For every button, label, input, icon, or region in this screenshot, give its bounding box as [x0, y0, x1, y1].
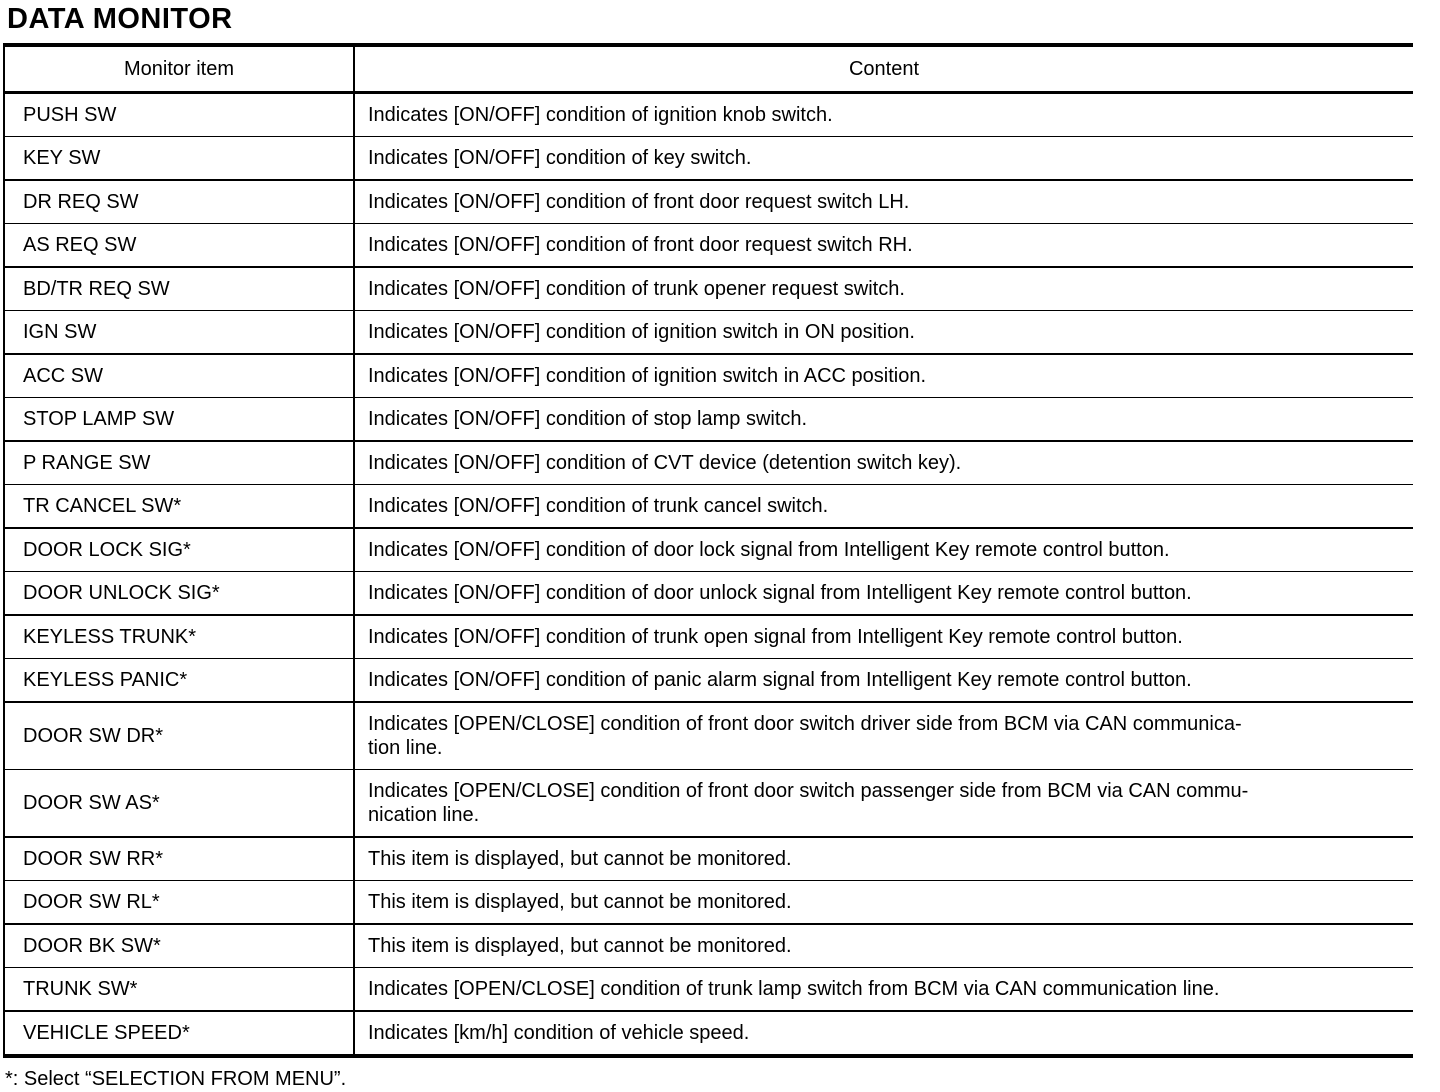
monitor-item-cell: KEYLESS TRUNK*	[4, 615, 355, 660]
content-cell: Indicates [ON/OFF] condition of stop lam…	[354, 397, 1413, 443]
monitor-item-cell: IGN SW	[4, 310, 355, 356]
column-header-monitor-item: Monitor item	[4, 45, 355, 95]
monitor-item-cell: TRUNK SW*	[4, 967, 355, 1013]
data-monitor-table: Monitor item Content PUSH SW Indicates […	[3, 43, 1413, 1059]
content-cell: Indicates [ON/OFF] condition of panic al…	[354, 658, 1413, 704]
table-row: PUSH SW Indicates [ON/OFF] condition of …	[4, 92, 1413, 138]
content-cell: Indicates [ON/OFF] condition of front do…	[354, 223, 1413, 269]
content-cell: Indicates [OPEN/CLOSE] condition of fron…	[354, 769, 1413, 839]
table-row: DOOR SW RR* This item is displayed, but …	[4, 837, 1413, 882]
content-cell: Indicates [ON/OFF] condition of ignition…	[354, 354, 1413, 399]
content-cell: Indicates [ON/OFF] condition of trunk ca…	[354, 484, 1413, 530]
page-title: DATA MONITOR	[7, 3, 233, 35]
table-row: KEYLESS TRUNK* Indicates [ON/OFF] condit…	[4, 615, 1413, 660]
footnote: *: Select “SELECTION FROM MENU”.	[5, 1068, 347, 1091]
content-cell: Indicates [ON/OFF] condition of door unl…	[354, 571, 1413, 617]
content-cell: Indicates [km/h] condition of vehicle sp…	[354, 1011, 1413, 1057]
monitor-item-cell: AS REQ SW	[4, 223, 355, 269]
table-row: TRUNK SW* Indicates [OPEN/CLOSE] conditi…	[4, 967, 1413, 1013]
content-cell: Indicates [OPEN/CLOSE] condition of trun…	[354, 967, 1413, 1013]
monitor-item-cell: ACC SW	[4, 354, 355, 399]
monitor-item-cell: DOOR UNLOCK SIG*	[4, 571, 355, 617]
content-cell: Indicates [ON/OFF] condition of trunk op…	[354, 615, 1413, 660]
content-cell: Indicates [ON/OFF] condition of ignition…	[354, 310, 1413, 356]
monitor-item-cell: DR REQ SW	[4, 180, 355, 225]
table-row: DOOR SW RL* This item is displayed, but …	[4, 880, 1413, 926]
table-row: P RANGE SW Indicates [ON/OFF] condition …	[4, 441, 1413, 486]
monitor-item-cell: KEY SW	[4, 136, 355, 182]
monitor-item-cell: TR CANCEL SW*	[4, 484, 355, 530]
table-row: IGN SW Indicates [ON/OFF] condition of i…	[4, 310, 1413, 356]
table-header: Monitor item Content	[4, 45, 1413, 95]
monitor-item-cell: DOOR BK SW*	[4, 924, 355, 969]
monitor-item-cell: PUSH SW	[4, 92, 355, 138]
monitor-item-cell: STOP LAMP SW	[4, 397, 355, 443]
monitor-item-cell: VEHICLE SPEED*	[4, 1011, 355, 1057]
monitor-item-cell: DOOR SW RL*	[4, 880, 355, 926]
table-row: VEHICLE SPEED* Indicates [km/h] conditio…	[4, 1011, 1413, 1057]
table-row: DOOR UNLOCK SIG* Indicates [ON/OFF] cond…	[4, 571, 1413, 617]
header-row: Monitor item Content	[4, 45, 1413, 95]
content-cell: Indicates [ON/OFF] condition of ignition…	[354, 92, 1413, 138]
monitor-item-cell: DOOR SW AS*	[4, 769, 355, 839]
monitor-item-cell: DOOR LOCK SIG*	[4, 528, 355, 573]
content-cell: Indicates [ON/OFF] condition of CVT devi…	[354, 441, 1413, 486]
table-row: STOP LAMP SW Indicates [ON/OFF] conditio…	[4, 397, 1413, 443]
table-row: DOOR BK SW* This item is displayed, but …	[4, 924, 1413, 969]
content-cell: Indicates [ON/OFF] condition of key swit…	[354, 136, 1413, 182]
table-row: KEY SW Indicates [ON/OFF] condition of k…	[4, 136, 1413, 182]
table-row: DR REQ SW Indicates [ON/OFF] condition o…	[4, 180, 1413, 225]
table-row: DOOR LOCK SIG* Indicates [ON/OFF] condit…	[4, 528, 1413, 573]
content-cell: Indicates [ON/OFF] condition of front do…	[354, 180, 1413, 225]
content-cell: Indicates [ON/OFF] condition of trunk op…	[354, 267, 1413, 312]
column-header-content: Content	[354, 45, 1413, 95]
monitor-item-cell: P RANGE SW	[4, 441, 355, 486]
table-row: KEYLESS PANIC* Indicates [ON/OFF] condit…	[4, 658, 1413, 704]
table-row: BD/TR REQ SW Indicates [ON/OFF] conditio…	[4, 267, 1413, 312]
monitor-item-cell: KEYLESS PANIC*	[4, 658, 355, 704]
table-row: TR CANCEL SW* Indicates [ON/OFF] conditi…	[4, 484, 1413, 530]
table-row: ACC SW Indicates [ON/OFF] condition of i…	[4, 354, 1413, 399]
content-cell: This item is displayed, but cannot be mo…	[354, 837, 1413, 882]
table-row: DOOR SW DR* Indicates [OPEN/CLOSE] condi…	[4, 702, 1413, 771]
monitor-item-cell: DOOR SW DR*	[4, 702, 355, 771]
table-row: AS REQ SW Indicates [ON/OFF] condition o…	[4, 223, 1413, 269]
table-row: DOOR SW AS* Indicates [OPEN/CLOSE] condi…	[4, 769, 1413, 839]
table-body: PUSH SW Indicates [ON/OFF] condition of …	[4, 92, 1413, 1057]
content-cell: This item is displayed, but cannot be mo…	[354, 880, 1413, 926]
content-cell: Indicates [OPEN/CLOSE] condition of fron…	[354, 702, 1413, 771]
monitor-item-cell: BD/TR REQ SW	[4, 267, 355, 312]
monitor-item-cell: DOOR SW RR*	[4, 837, 355, 882]
content-cell: Indicates [ON/OFF] condition of door loc…	[354, 528, 1413, 573]
content-cell: This item is displayed, but cannot be mo…	[354, 924, 1413, 969]
